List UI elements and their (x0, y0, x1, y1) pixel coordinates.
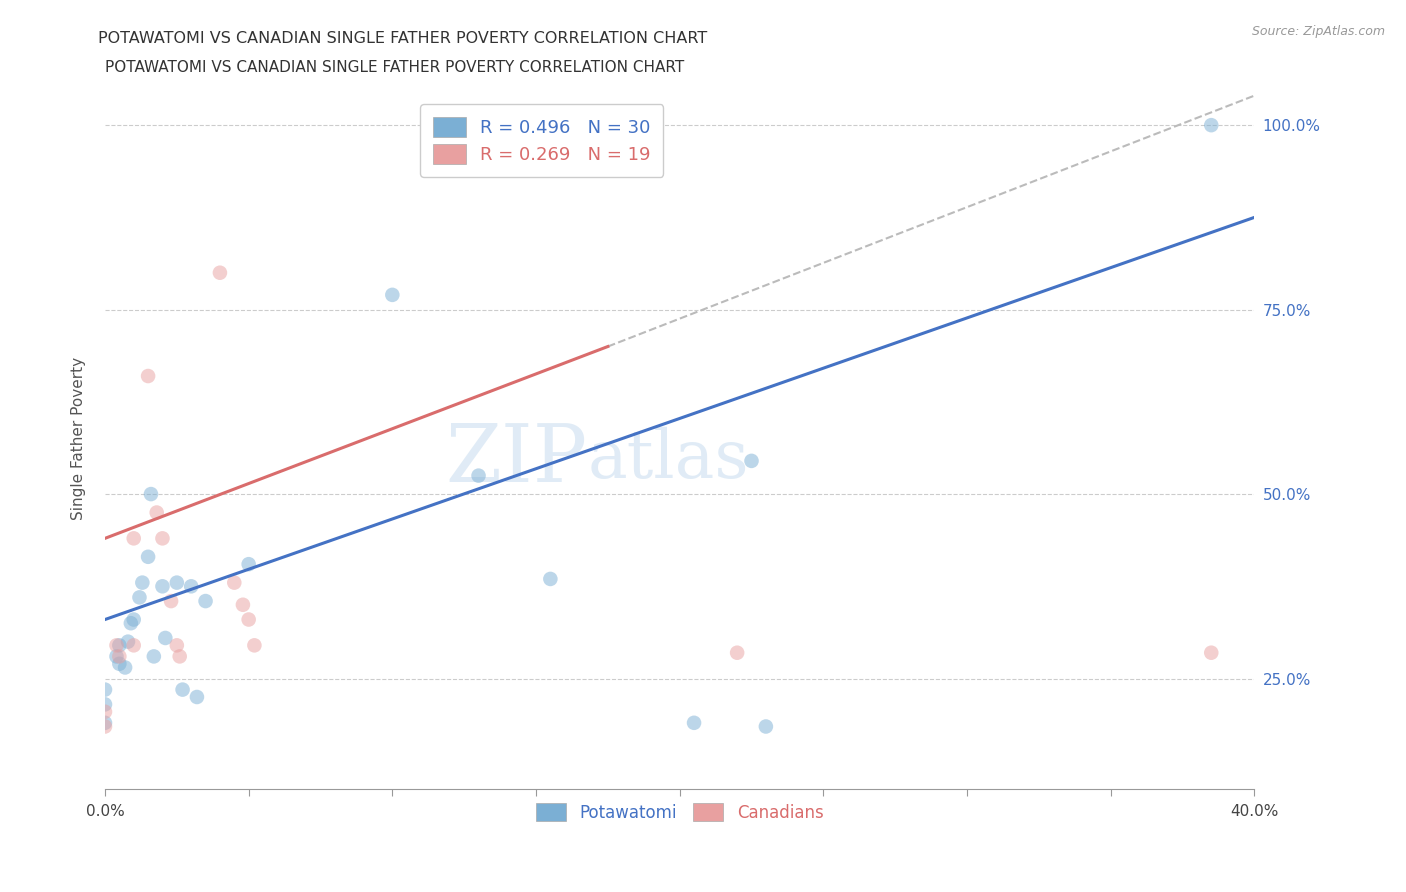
Legend: Potawatomi, Canadians: Potawatomi, Canadians (524, 791, 835, 833)
Point (243, 638, 266, 652)
Text: atlas: atlas (588, 427, 749, 492)
Point (755, 719, 778, 733)
Point (108, 649, 131, 664)
Y-axis label: Single Father Poverty: Single Father Poverty (72, 357, 86, 520)
Point (152, 532, 174, 546)
Point (1199, 646, 1222, 660)
Point (467, 468, 489, 483)
Point (238, 557, 260, 571)
Point (94, 682, 117, 697)
Point (117, 634, 139, 648)
Point (166, 638, 188, 652)
Text: Source: ZipAtlas.com: Source: ZipAtlas.com (1251, 25, 1385, 38)
Point (128, 591, 150, 605)
Point (741, 454, 763, 468)
Point (114, 660, 136, 674)
Point (136, 549, 159, 564)
Point (725, 646, 748, 660)
Point (1199, 118, 1222, 132)
Point (142, 649, 165, 664)
Point (94, 715, 117, 730)
Point (381, 288, 404, 302)
Point (166, 575, 188, 590)
Text: POTAWATOMI VS CANADIAN SINGLE FATHER POVERTY CORRELATION CHART: POTAWATOMI VS CANADIAN SINGLE FATHER POV… (105, 60, 685, 75)
Point (94, 719, 117, 733)
Point (683, 715, 706, 730)
Point (108, 638, 131, 652)
Point (160, 594, 183, 608)
Point (136, 369, 159, 384)
Point (169, 649, 191, 664)
Point (122, 532, 145, 546)
Point (120, 616, 142, 631)
Point (94, 705, 117, 719)
Point (538, 572, 561, 586)
Point (155, 631, 177, 645)
Point (122, 613, 145, 627)
Point (108, 657, 131, 671)
Point (208, 266, 231, 280)
Point (122, 638, 145, 652)
Text: POTAWATOMI VS CANADIAN SINGLE FATHER POVERTY CORRELATION CHART: POTAWATOMI VS CANADIAN SINGLE FATHER POV… (98, 31, 707, 46)
Point (105, 638, 128, 652)
Point (131, 575, 153, 590)
Point (145, 506, 167, 520)
Point (105, 649, 128, 664)
Point (224, 575, 246, 590)
Point (172, 682, 194, 697)
Point (94, 698, 117, 712)
Point (180, 579, 202, 593)
Point (186, 690, 208, 704)
Text: ZIP: ZIP (446, 421, 588, 499)
Point (139, 487, 162, 501)
Point (152, 579, 174, 593)
Point (194, 594, 217, 608)
Point (232, 598, 254, 612)
Point (238, 613, 260, 627)
